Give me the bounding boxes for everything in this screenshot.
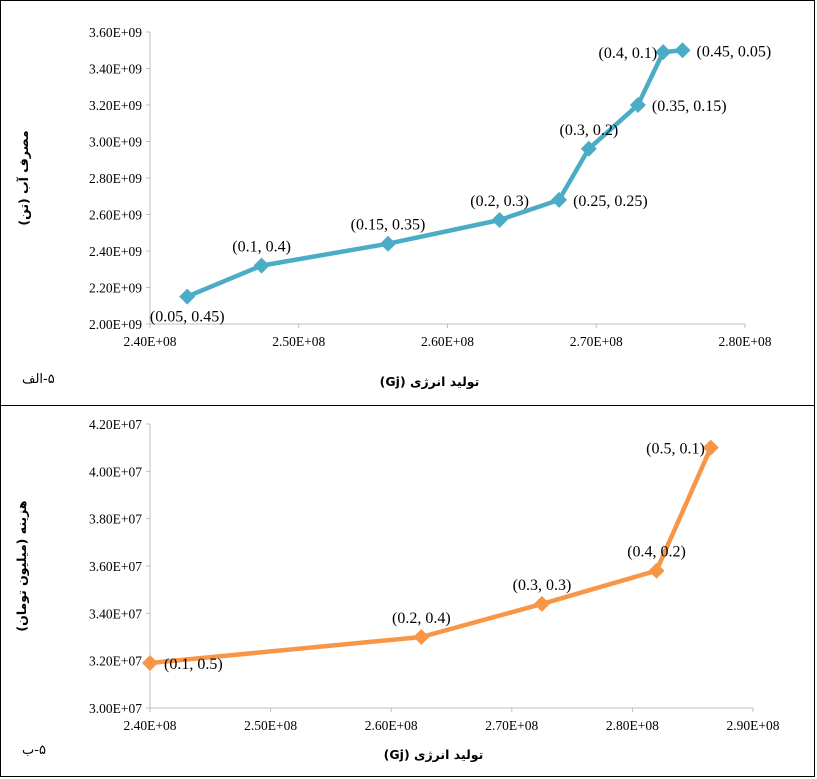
panel-divider [0, 405, 815, 406]
chart1-y-axis-label: مصرف آب (تن) [16, 130, 31, 225]
chart1-data-point [491, 211, 508, 228]
chart2-y-tick-label: 3.20E+07 [89, 654, 142, 669]
chart1-x-tick-label: 2.50E+08 [272, 334, 325, 349]
chart1-x-tick-label: 2.60E+08 [421, 334, 474, 349]
chart2-y-axis-label: هزینه (میلیون تومان) [14, 500, 29, 631]
chart1-data-label: (0.2, 0.3) [470, 193, 529, 210]
chart2-y-tick-label: 4.00E+07 [89, 464, 142, 479]
chart2-y-tick-label: 4.20E+07 [89, 417, 142, 432]
chart2-y-tick-label: 3.40E+07 [89, 606, 142, 621]
chart2-data-label: (0.5, 0.1) [646, 441, 705, 458]
chart1-data-label: (0.45, 0.05) [697, 43, 772, 60]
chart2-data-point [142, 655, 158, 672]
chart1-data-point [551, 191, 568, 208]
panel-label-b: ۵-ب [22, 743, 46, 758]
chart1-x-tick-label: 2.40E+08 [124, 334, 177, 349]
chart1-y-tick-label: 3.20E+09 [89, 98, 142, 113]
chart1-y-tick-label: 2.40E+09 [89, 244, 142, 259]
chart1-data-point [580, 140, 597, 157]
chart1-data-label: (0.1, 0.4) [232, 239, 291, 256]
chart2-data-point [648, 562, 665, 579]
chart2-data-label: (0.3, 0.3) [513, 577, 572, 594]
chart1-data-label: (0.15, 0.35) [351, 217, 426, 234]
chart2-x-tick-label: 2.90E+08 [727, 718, 780, 733]
chart1-y-tick-label: 3.00E+09 [89, 135, 142, 150]
chart2-y-tick-label: 3.00E+07 [89, 701, 142, 716]
chart1-y-tick-label: 2.20E+09 [89, 281, 142, 296]
chart1-y-tick-label: 2.00E+09 [89, 317, 142, 332]
chart1-data-point [380, 235, 396, 252]
chart1-data-point [179, 288, 196, 305]
chart1-y-tick-label: 2.80E+09 [89, 171, 142, 186]
chart1-y-tick-label: 2.60E+09 [89, 208, 142, 223]
chart2-x-tick-label: 2.50E+08 [244, 718, 297, 733]
chart2-y-tick-label: 3.80E+07 [89, 512, 142, 527]
chart1-data-label: (0.35, 0.15) [652, 98, 727, 115]
panel-label-a: ۵-الف [22, 372, 55, 387]
chart2-x-tick-label: 2.60E+08 [365, 718, 418, 733]
chart2-x-tick-label: 2.70E+08 [485, 718, 538, 733]
chart1-y-tick-label: 3.40E+09 [89, 62, 142, 77]
chart2-data-point [702, 439, 719, 456]
chart1-data-label: (0.4, 0.1) [599, 45, 658, 62]
chart2-data-point [533, 595, 550, 612]
chart1-data-point [674, 42, 691, 59]
chart2-data-label: (0.1, 0.5) [164, 656, 223, 673]
chart1-data-point [655, 44, 672, 61]
chart1-data-point [253, 257, 270, 274]
chart2-data-label: (0.4, 0.2) [627, 544, 686, 561]
chart2-x-axis-label: تولید انرژی (Gj) [384, 747, 484, 762]
chart1-data-label: (0.3, 0.2) [559, 122, 618, 139]
chart2-x-tick-label: 2.40E+08 [124, 718, 177, 733]
chart2-data-label: (0.2, 0.4) [392, 610, 451, 627]
chart1-data-label: (0.25, 0.25) [573, 193, 648, 210]
chart2-y-tick-label: 3.60E+07 [89, 559, 142, 574]
chart1-x-tick-label: 2.80E+08 [719, 334, 772, 349]
chart1-x-axis-label: تولید انرژی (Gj) [380, 374, 480, 389]
chart1-y-tick-label: 3.60E+09 [89, 25, 142, 40]
chart2-data-point [413, 629, 430, 645]
chart1-x-tick-label: 2.70E+08 [570, 334, 623, 349]
chart2-x-tick-label: 2.80E+08 [606, 718, 659, 733]
chart1-data-label: (0.05, 0.45) [150, 309, 225, 326]
chart1-data-point [629, 97, 646, 113]
